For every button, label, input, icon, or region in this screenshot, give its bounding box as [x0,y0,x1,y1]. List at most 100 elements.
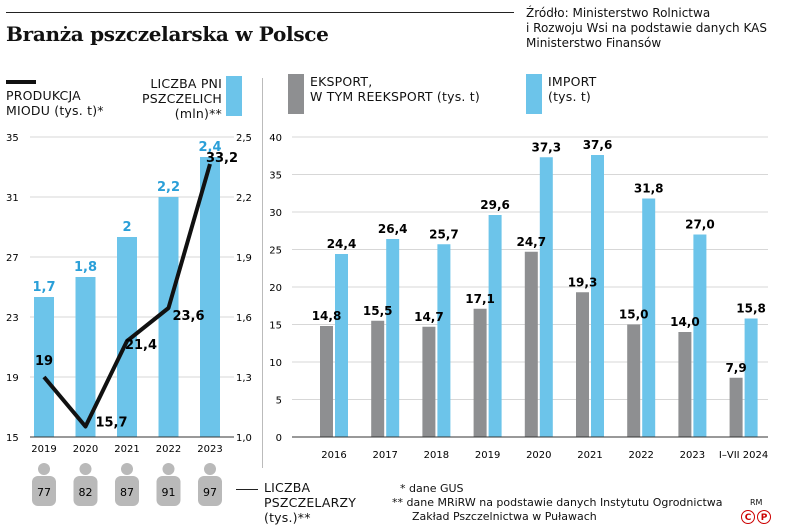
right-y-tick-label: 2,2 [236,193,252,204]
honey-legend-swatch [6,80,36,84]
beekeepers-legend-label: LICZBA PSZCZELARZY (tys.)** [264,480,357,525]
right-x-tick-label: 2016 [321,450,346,461]
hives-value-label: 1,8 [74,260,97,275]
hives-legend-swatch [226,76,242,116]
hives-value-label: 1,7 [32,280,55,295]
export-value-label: 14,7 [414,310,444,324]
import-value-label: 29,6 [480,198,510,212]
beekeeper-body-icon [73,476,98,506]
right-x-tick-label: 2020 [526,450,551,461]
import-value-label: 37,3 [531,140,561,154]
footnote-mrirw: ** dane MRiRW na podstawie danych Instyt… [392,496,723,509]
publisher-icon: P [757,510,771,524]
right-chart-y-tick-label: 15 [269,321,282,332]
chart-title: Branża pszczelarska w Polsce [6,22,329,46]
import-value-label: 15,8 [736,302,766,316]
hives-bar [158,197,179,437]
honey-value-label: 19 [35,354,53,369]
right-x-tick-label: 2022 [628,450,653,461]
honey-value-label: 15,7 [95,416,127,431]
import-bar [642,198,656,437]
export-value-label: 15,0 [619,308,649,322]
import-value-label: 24,4 [327,237,357,251]
left-x-tick-label: 2022 [156,444,181,455]
right-x-tick-label: 2023 [680,450,705,461]
right-chart-y-tick-label: 35 [269,171,282,182]
honey-line [42,163,212,429]
export-value-label: 15,5 [363,304,393,318]
hives-legend-label: LICZBA PNI PSZCZELICH (mln)** [141,76,222,121]
beekeepers-value-label: 82 [79,486,93,499]
export-value-label: 7,9 [725,361,746,375]
right-y-tick-label: 1,0 [236,433,252,444]
honey-value-label: 23,6 [172,309,204,324]
left-y-tick-label: 35 [6,133,19,144]
right-y-tick-label: 2,5 [236,133,252,144]
hives-bar [75,277,96,437]
hives-value-label: 2,4 [198,140,221,155]
left-x-tick-label: 2023 [197,444,222,455]
beekeeper-head-icon [162,463,175,475]
source-note: Źródło: Ministerstwo Rolnictwa i Rozwoju… [526,6,767,50]
import-bar [386,239,400,437]
credit-text: RM [750,498,763,507]
right-x-tick-label: 2018 [424,450,449,461]
import-bar [437,244,451,437]
right-y-tick-label: 1,6 [236,313,252,324]
export-bar [422,326,436,437]
import-legend-swatch [526,74,542,114]
left-x-tick-label: 2019 [31,444,56,455]
export-bar [627,324,641,437]
footnote-gus: * dane GUS [400,482,464,495]
honey-legend-label: PRODUKCJA MIODU (tys. t)* [6,88,104,118]
left-y-tick-label: 23 [6,313,19,324]
import-bar [744,318,758,437]
beekeeper-head-icon [204,463,216,475]
export-bar [371,320,385,437]
hives-bar [117,237,137,437]
right-chart-y-tick-label: 10 [269,358,282,369]
export-legend-label: EKSPORT, W TYM REEKSPORT (tys. t) [310,74,480,104]
hives-value-label: 2,2 [157,180,180,195]
footnote-mrirw-2: Zakład Pszczelnictwa w Puławach [412,510,597,523]
import-value-label: 27,0 [685,218,715,232]
hives-bar [34,297,54,437]
beekeeper-head-icon [121,463,133,475]
hives-value-label: 2 [122,220,131,235]
export-bar [729,377,743,437]
beekeeper-body-icon [32,476,56,506]
honey-value-label: 21,4 [125,338,157,353]
export-value-label: 17,1 [465,292,495,306]
right-x-tick-label: 2017 [372,450,397,461]
import-bar [335,254,348,437]
right-chart-y-tick-label: 40 [269,133,282,144]
left-x-tick-label: 2020 [73,444,98,455]
left-y-tick-label: 19 [6,373,19,384]
right-x-tick-label: I–VII 2024 [719,450,768,461]
beekeeper-head-icon [38,463,50,475]
left-y-tick-label: 31 [6,193,19,204]
beekeeper-body-icon [156,476,181,506]
header-rule [6,12,514,13]
import-value-label: 25,7 [429,227,459,241]
import-value-label: 26,4 [378,222,408,236]
import-bar [591,155,604,437]
right-chart-y-tick-label: 25 [269,246,282,257]
export-bar [473,308,487,437]
beekeepers-value-label: 87 [120,486,134,499]
right-x-tick-label: 2019 [475,450,500,461]
honey-value-label: 33,2 [206,151,238,166]
import-bar [539,157,553,437]
right-chart-y-tick-label: 5 [276,396,282,407]
beekeepers-value-label: 77 [37,486,51,499]
left-x-tick-label: 2021 [114,444,139,455]
right-chart-y-tick-label: 30 [269,208,282,219]
right-x-tick-label: 2021 [577,450,602,461]
beekeeper-body-icon [115,476,139,506]
export-legend-swatch [288,74,304,114]
beekeeper-head-icon [79,463,92,475]
left-y-tick-label: 15 [6,433,19,444]
right-chart-y-tick-label: 0 [276,433,282,444]
export-value-label: 14,8 [312,309,342,323]
